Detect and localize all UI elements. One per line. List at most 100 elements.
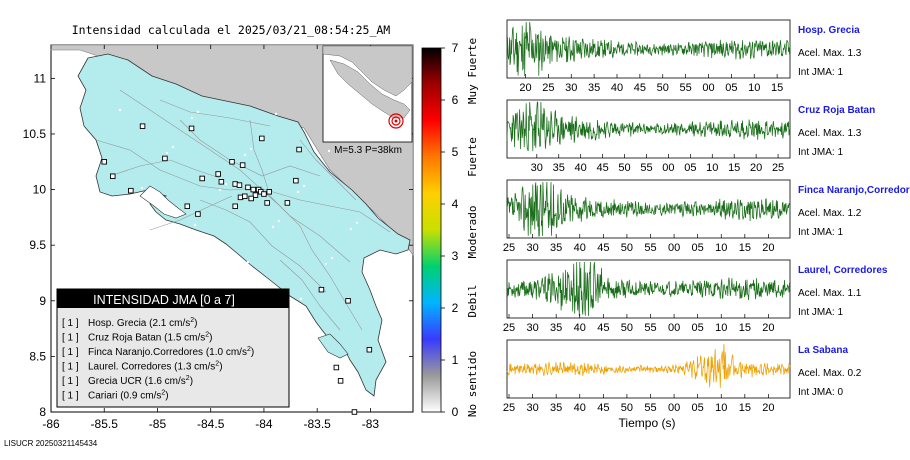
waveform-tick-label: 55 [640,162,652,174]
costa-rica-land [77,53,411,397]
waveform-acel: Acel. Max. 1.2 [798,208,862,219]
town-dot [330,256,334,260]
waveform-trace [506,343,791,388]
map-ytick-label: 9 [39,294,46,308]
town-dot [274,112,278,116]
map-xtick-label: -83.5 [303,417,331,431]
town-dot [327,149,331,153]
station-marker [229,159,235,165]
waveform-tick-label: 35 [550,242,562,254]
waveform-tick-label: 20 [762,242,774,254]
waveform-trace [506,181,791,237]
map-xtick-label: -84 [255,417,273,431]
waveform-tick-label: 15 [739,242,751,254]
waveform-tick-label: 20 [750,162,762,174]
waveform-xlabel: Tiempo (s) [619,416,676,430]
town-dot [249,147,253,151]
map-axes: -86 -85.5 -85 -84.5 -84 -83.5 -83 8 8.5 9 9.5 10 10.… [23,45,413,431]
waveform-tick-label: 05 [692,402,704,414]
waveform-tick-label: 05 [692,322,704,334]
footer-id: LISUCR 20250321145434 [4,439,98,448]
map-title: Intensidad calculada el 2025/03/21_08:54… [72,23,391,37]
waveform-int: Int JMA: 0 [798,387,843,398]
epicenter-icon [388,113,404,129]
waveform-tick-label: 10 [715,402,727,414]
town-dot [218,188,222,192]
waveform-tick-label: 25 [503,242,515,254]
station-marker [218,179,225,185]
waveform-tick-label: 35 [553,162,565,174]
waveform-tick-label: 30 [526,322,538,334]
map-ytick-label: 8.5 [29,349,46,363]
station-marker [345,298,351,304]
legend-row-label: Grecia UCR (1.6 cm/s2) [88,375,193,387]
waveform-tick-label: 35 [550,402,562,414]
waveform-tick-label: 45 [634,82,646,94]
town-dot [162,264,166,268]
station-marker [293,177,299,184]
town-dot [196,110,200,114]
waveform-tick-label: 00 [668,402,680,414]
waveform-tick-label: 30 [526,242,538,254]
waveform-tick-label: 10 [706,162,718,174]
map-ytick-label: 10 [33,183,47,197]
waveform-tick-label: 50 [657,82,669,94]
colorbar-category: Fuerte [466,137,479,177]
waveform-panel: 25 30 35 40 45 50 55 00 05 10 15 20 Laurel, Corredor… [503,259,888,334]
legend-row-label: Cruz Roja Batan (1.5 cm/s2) [88,332,213,344]
waveform-acel: Acel. Max. 0.2 [798,368,862,379]
legend-row-label: Finca Naranjo.Corredores (1.0 cm/s2) [88,346,254,358]
station-marker [245,184,251,191]
waveform-tick-label: 00 [668,322,680,334]
waveform-tick-label: 10 [748,82,760,94]
waveform-station: Cruz Roja Batan [798,105,875,116]
waveform-tick-label: 45 [596,162,608,174]
town-dot [165,151,169,155]
town-dot [271,225,275,229]
station-marker [250,186,257,193]
waveform-tick-label: 20 [762,402,774,414]
colorbar-tick-label: 6 [452,93,459,107]
waveform-tick-label: 25 [542,82,554,94]
town-dot [302,184,306,188]
station-marker [199,175,205,182]
waveform-acel: Acel. Max. 1.1 [798,288,862,299]
waveform-station: La Sabana [798,345,848,356]
waveform-int: Int JMA: 1 [798,147,843,158]
map-xtick-label: -84.5 [197,417,225,431]
station-marker [318,286,325,293]
station-marker [337,378,344,384]
waveform-panels: 20 25 30 35 40 45 50 55 00 05 10 15 Hosp. Grecia Acel… [503,19,910,414]
waveform-tick-label: 20 [519,82,531,94]
legend-row-label: Laurel. Corredores (1.3 cm/s2) [88,361,223,373]
waveform-tick-label: 50 [621,322,633,334]
town-dot [243,153,247,157]
station-marker [333,364,340,371]
map-ytick-label: 10.5 [23,127,47,141]
waveform-tick-label: 35 [588,82,600,94]
map-ytick-label: 11 [34,71,47,85]
legend-row-int: [ 1 ] [62,376,79,387]
inset-label: M=5.3 P=38km [334,145,402,156]
waveform-tick-label: 50 [618,162,630,174]
station-marker [242,193,248,199]
waveform-tick-label: 00 [702,82,714,94]
legend-row-int: [ 1 ] [62,318,79,329]
waveform-tick-label: 55 [644,402,656,414]
colorbar-category: Debil [466,284,479,317]
waveform-int: Int JMA: 1 [798,67,843,78]
waveform-tick-label: 40 [574,402,586,414]
station-marker [266,189,273,195]
osa-peninsula [317,333,349,359]
colorbar-tick-label: 5 [452,145,459,159]
waveform-tick-label: 10 [715,322,727,334]
colorbar-tick-label: 2 [452,301,459,315]
waveform-station: Laurel, Corredores [798,265,888,276]
waveform-tick-label: 05 [692,242,704,254]
road-network [95,89,391,331]
town-dot [355,221,359,225]
waveform-tick-label: 15 [739,322,751,334]
town-dot [277,219,281,223]
map-ytick-label: 9.5 [29,238,46,252]
